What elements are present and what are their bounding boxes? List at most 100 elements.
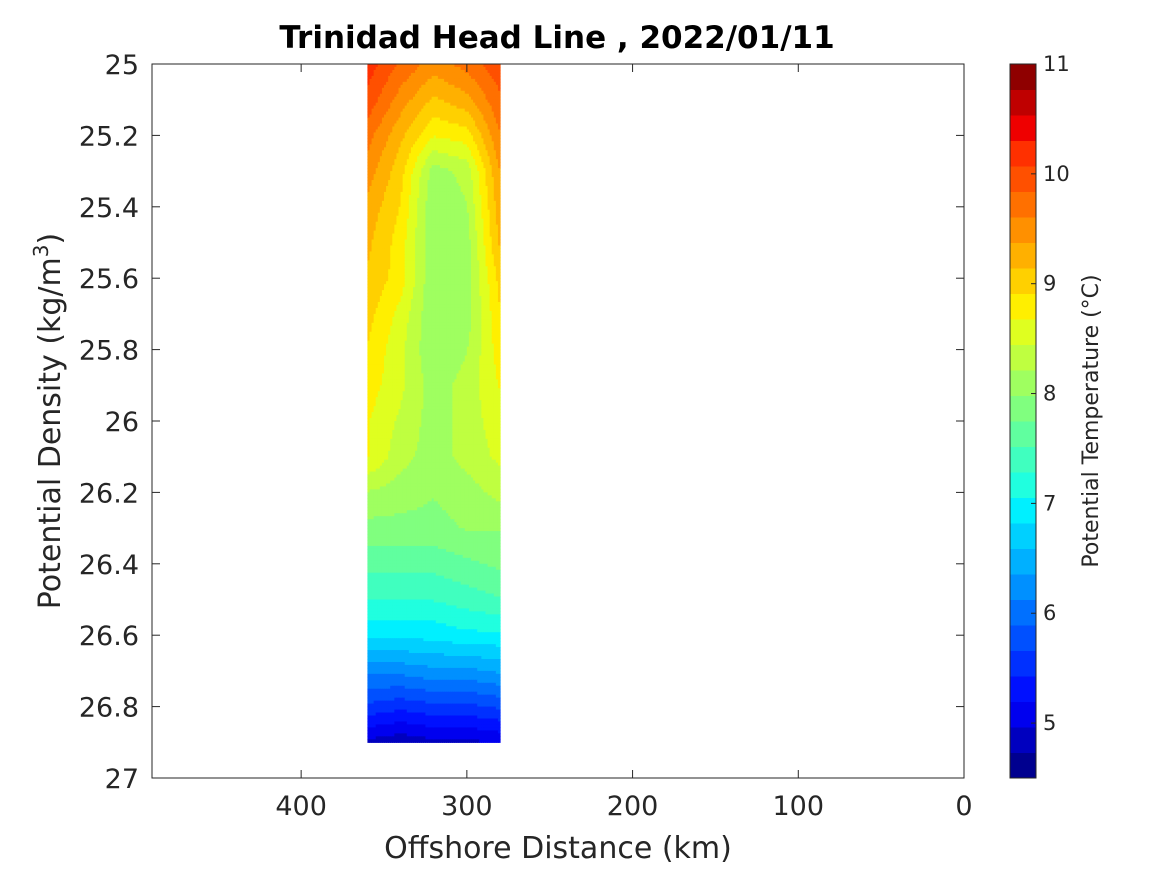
field-cell (450, 120, 453, 125)
field-cell (377, 203, 381, 208)
field-cell (404, 114, 408, 119)
field-cell (415, 177, 418, 181)
field-cell (417, 108, 420, 113)
field-cell (491, 153, 495, 157)
field-cell (392, 114, 395, 119)
field-cell (427, 168, 431, 172)
field-cell (462, 75, 466, 80)
field-cell (446, 135, 449, 139)
field-cell (429, 171, 433, 175)
field-cell (460, 200, 464, 205)
field-cell (479, 72, 482, 77)
field-cell (377, 230, 381, 235)
field-cell (375, 174, 379, 178)
field-cell (425, 66, 429, 71)
field-cell (435, 108, 439, 113)
field-cell (437, 135, 441, 139)
field-cell (456, 99, 460, 104)
field-cell (423, 72, 427, 77)
field-cell (446, 126, 449, 131)
field-cell (489, 203, 493, 208)
field-cell (390, 69, 393, 74)
field-cell (429, 108, 433, 113)
field-cell (388, 108, 391, 113)
field-cell (369, 78, 373, 83)
field-cell (460, 191, 464, 196)
field-cell (410, 105, 414, 110)
field-cell (384, 123, 387, 128)
field-cell (495, 183, 499, 187)
field-cell (454, 102, 458, 107)
field-cell (379, 159, 383, 163)
field-cell (448, 81, 451, 86)
field-cell (369, 66, 373, 71)
field-cell (477, 171, 480, 175)
field-cell (439, 99, 443, 104)
field-cell (473, 72, 476, 77)
field-cell (489, 174, 493, 178)
field-cell (464, 165, 468, 169)
field-cell (479, 188, 482, 193)
field-cell (485, 174, 489, 178)
field-cell (377, 81, 381, 86)
field-cell (396, 138, 400, 142)
field-cell (468, 87, 472, 92)
field-cell (371, 78, 375, 83)
field-cell (442, 153, 445, 157)
field-cell (421, 194, 424, 199)
field-cell (417, 191, 420, 196)
field-cell (421, 174, 424, 178)
field-cell (429, 96, 433, 101)
field-cell (429, 197, 433, 202)
field-cell (489, 81, 493, 86)
field-cell (483, 144, 487, 148)
field-cell (495, 141, 499, 145)
field-cell (450, 203, 453, 208)
field-cell (388, 156, 391, 160)
field-cell (460, 84, 464, 89)
field-cell (448, 75, 451, 80)
field-cell (390, 171, 393, 175)
field-cell (431, 126, 435, 131)
field-cell (396, 168, 400, 172)
field-cell (437, 174, 441, 178)
field-cell (466, 120, 470, 125)
field-cell (442, 188, 445, 193)
field-cell (406, 93, 410, 98)
field-cell (417, 188, 420, 193)
field-cell (468, 135, 472, 139)
field-cell (454, 174, 458, 178)
field-cell (406, 162, 410, 166)
field-cell (481, 105, 485, 110)
field-cell (433, 64, 437, 68)
field-cell (396, 200, 400, 205)
field-cell (417, 215, 420, 220)
field-cell (456, 132, 460, 136)
field-cell (456, 194, 460, 199)
field-cell (452, 203, 456, 208)
field-cell (475, 120, 478, 125)
field-cell (491, 93, 495, 98)
field-cell (450, 174, 453, 178)
field-cell (398, 138, 402, 142)
field-cell (442, 66, 445, 71)
field-cell (437, 96, 441, 101)
field-cell (419, 138, 422, 142)
field-cell (454, 150, 458, 154)
field-cell (435, 177, 439, 181)
field-cell (375, 162, 379, 166)
field-cell (425, 132, 429, 136)
field-cell (402, 209, 406, 214)
field-cell (375, 126, 379, 131)
field-cell (375, 123, 379, 128)
field-cell (377, 72, 381, 77)
field-cell (427, 138, 431, 142)
field-cell (408, 84, 412, 89)
field-cell (408, 111, 412, 116)
field-cell (390, 239, 393, 244)
field-cell (400, 120, 404, 125)
field-cell (410, 132, 414, 136)
field-cell (398, 102, 402, 107)
field-cell (481, 64, 485, 68)
field-cell (442, 87, 445, 92)
